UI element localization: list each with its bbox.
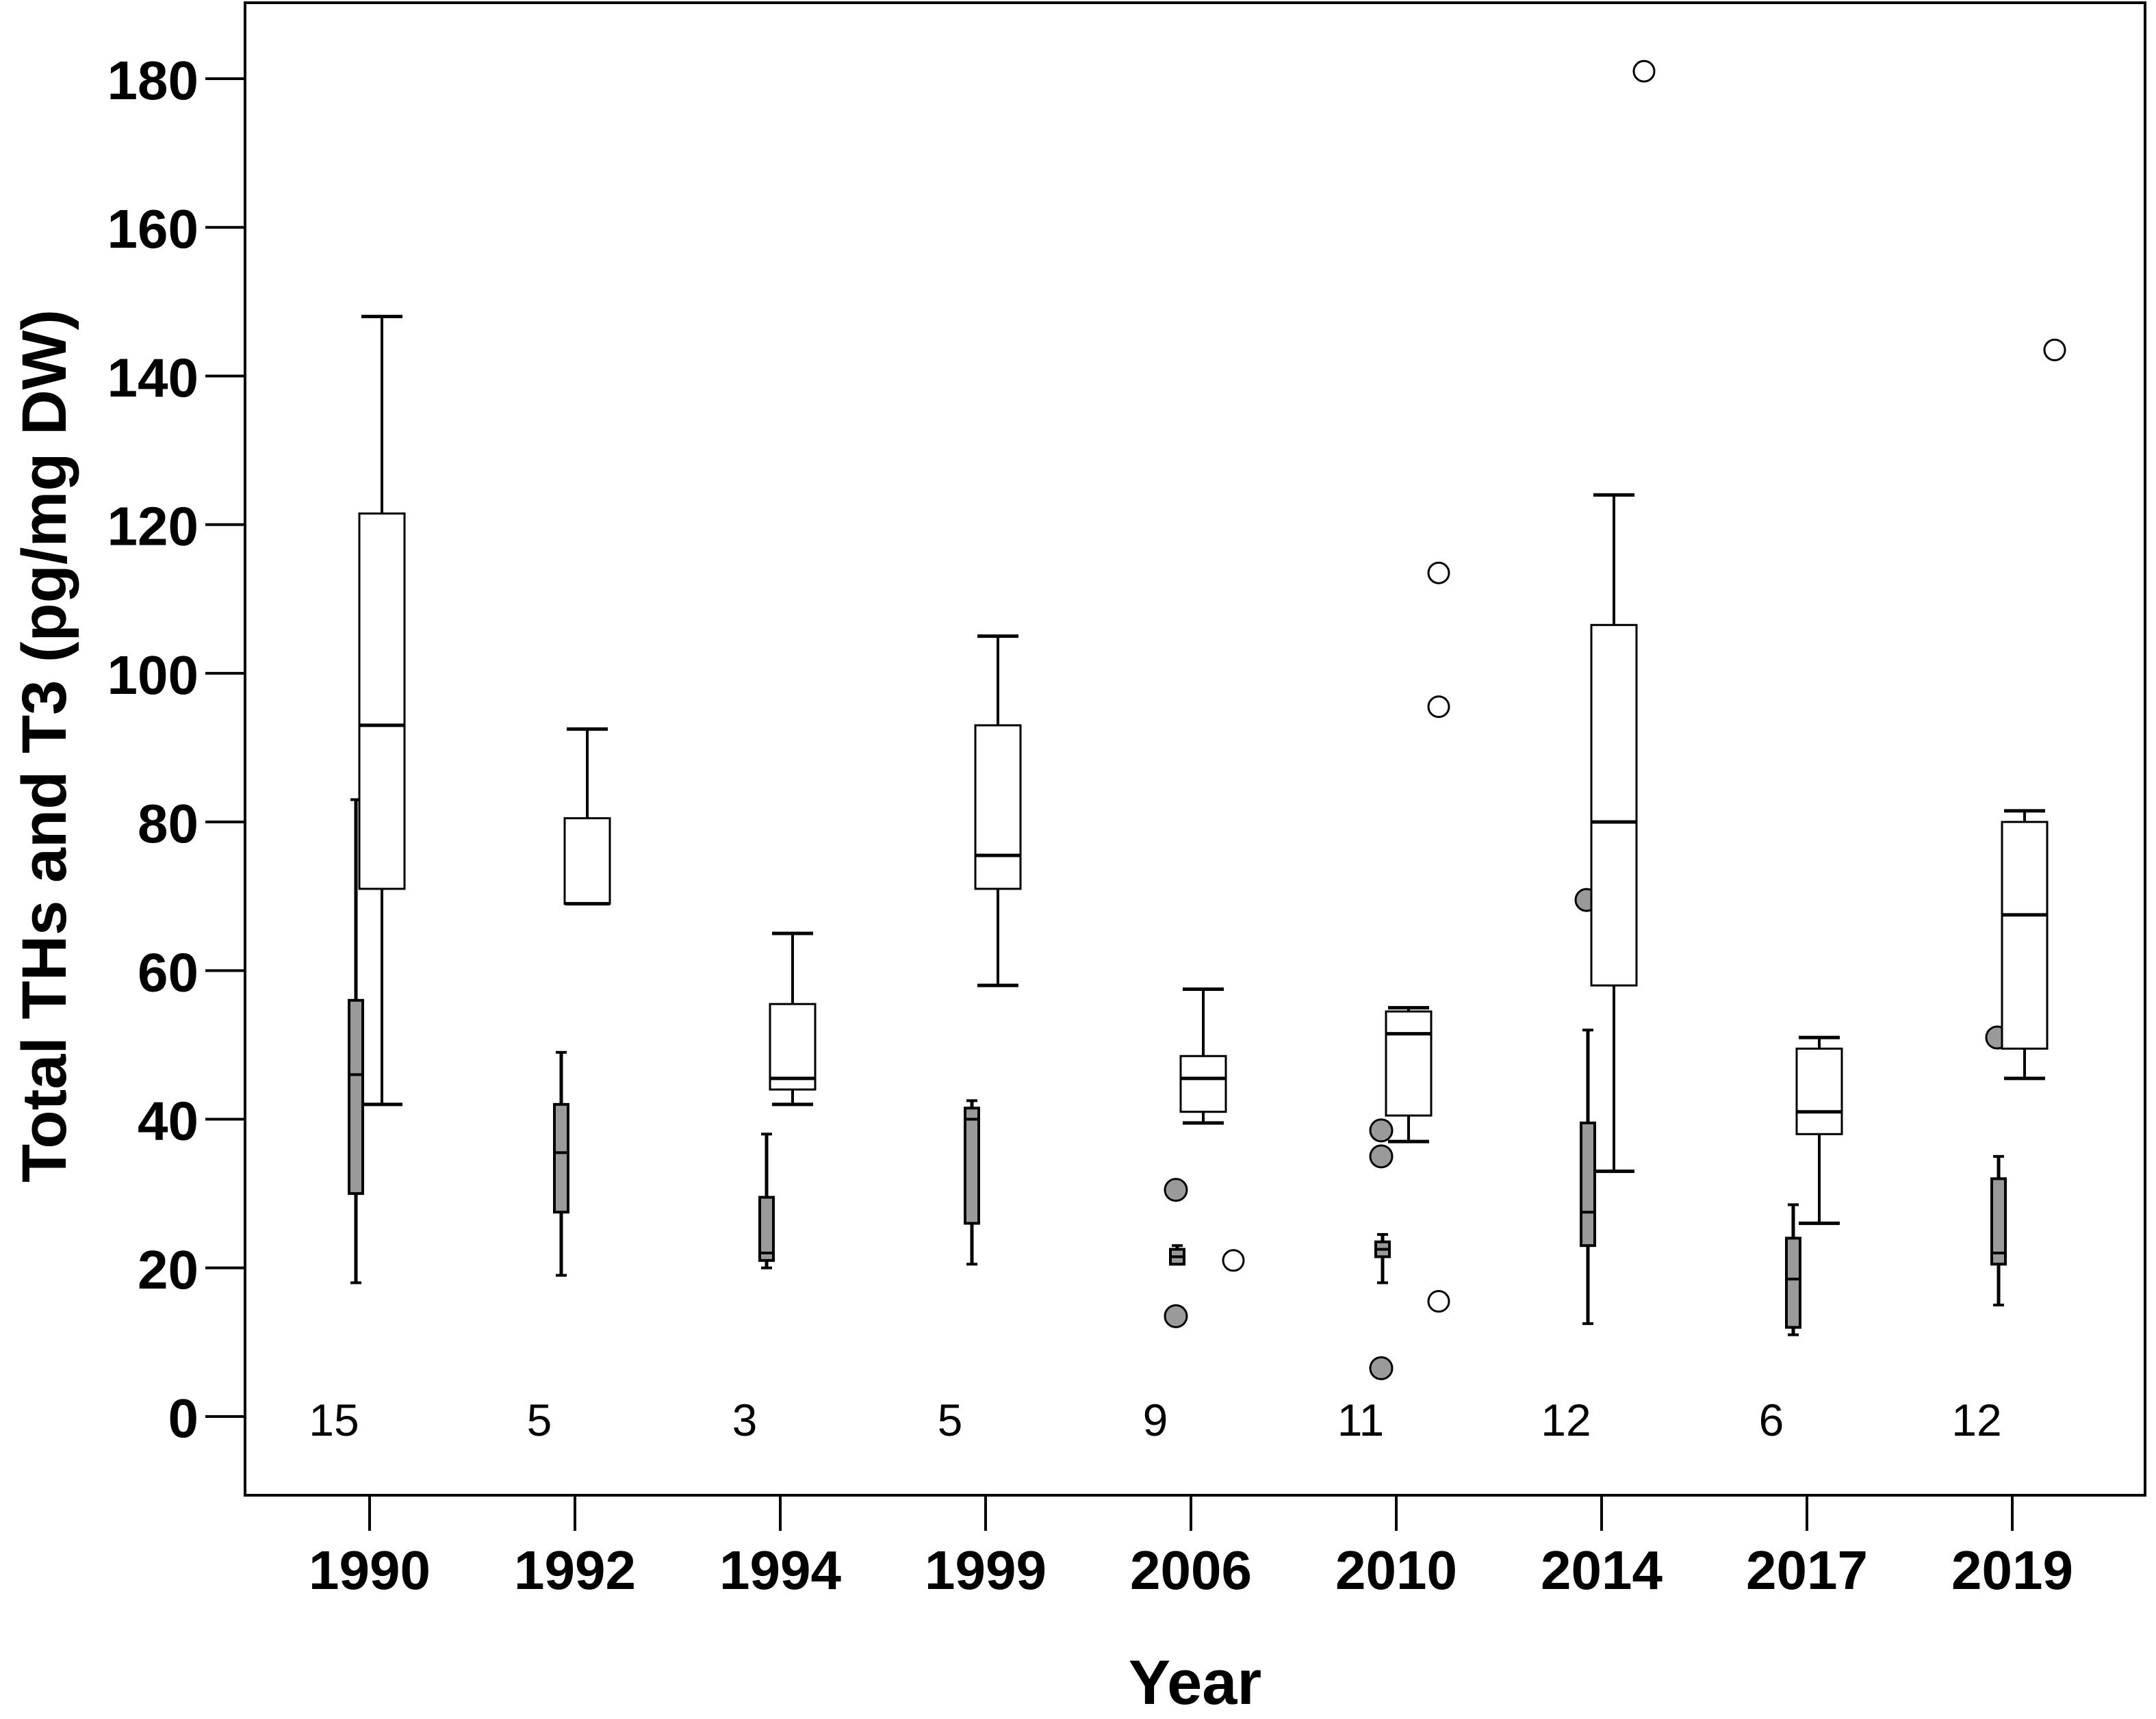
box-iqr	[758, 1195, 775, 1262]
box-iqr	[964, 1107, 980, 1225]
box-2019	[1985, 1025, 2010, 1307]
box-iqr	[553, 1102, 569, 1214]
box-1994	[769, 931, 817, 1107]
box-iqr	[1385, 1010, 1433, 1117]
box-2006	[1179, 987, 1245, 1272]
outlier-point	[1427, 1290, 1450, 1313]
sample-size-label: 5	[527, 1395, 552, 1445]
box-iqr	[769, 1003, 817, 1091]
sample-size-label: 3	[732, 1395, 758, 1445]
sample-size-labels: 15 5 3 5 9 11 12 6 12	[309, 1395, 2001, 1445]
box-1990	[348, 798, 364, 1284]
y-tick-label: 140	[107, 347, 198, 408]
x-tick-label: 2006	[1130, 1540, 1252, 1601]
plot-area-frame	[244, 1, 2146, 1497]
box-iqr	[1785, 1237, 1801, 1329]
box-2006	[1164, 1178, 1188, 1328]
outlier-point	[2043, 338, 2066, 361]
box-1994	[758, 1133, 775, 1269]
sample-size-label: 15	[309, 1395, 359, 1445]
box-1999	[974, 634, 1022, 987]
box-iqr	[563, 817, 611, 905]
outlier-point	[1164, 1178, 1188, 1202]
box-iqr	[1795, 1047, 1843, 1135]
y-tick-label: 180	[107, 50, 198, 111]
box-1992	[553, 1050, 569, 1277]
sample-size-label: 9	[1143, 1395, 1168, 1445]
box-iqr	[1990, 1177, 2007, 1266]
x-tick-label: 1994	[719, 1540, 841, 1601]
outlier-point	[1369, 1144, 1394, 1169]
sample-size-label: 6	[1759, 1395, 1784, 1445]
outlier-point	[1164, 1304, 1188, 1328]
box-1992	[563, 727, 611, 906]
outlier-point	[1632, 60, 1656, 83]
y-tick-label: 160	[107, 198, 198, 259]
box-2019	[2001, 338, 2066, 1081]
box-iqr	[2001, 820, 2049, 1050]
box-iqr	[1580, 1121, 1596, 1248]
box-1990	[358, 315, 406, 1107]
sample-size-label: 12	[1541, 1395, 1591, 1445]
y-tick-label: 0	[168, 1388, 199, 1449]
sample-size-label: 11	[1337, 1395, 1385, 1445]
box-1999	[964, 1099, 980, 1266]
box-iqr	[1179, 1055, 1227, 1113]
box-iqr	[358, 512, 406, 890]
y-tick-label: 80	[138, 793, 198, 854]
x-tick-label: 1999	[925, 1540, 1047, 1601]
x-axis: 1990 1992 1994 1999 2006 2010 2014 2017 2019	[309, 1495, 2073, 1601]
x-tick-label: 2014	[1541, 1540, 1663, 1601]
y-tick-label: 100	[107, 645, 198, 706]
box-2014	[1590, 60, 1656, 1174]
y-axis-label: Total THs and T3 (pg/mg DW)	[10, 309, 79, 1182]
box-2017	[1785, 1203, 1801, 1336]
x-tick-label: 2017	[1746, 1540, 1868, 1601]
x-tick-label: 2019	[1951, 1540, 2073, 1601]
box-2010	[1385, 561, 1450, 1313]
outlier-point	[1427, 695, 1450, 719]
x-tick-label: 1990	[309, 1540, 431, 1601]
box-2017	[1795, 1035, 1843, 1226]
sample-size-label: 12	[1951, 1395, 2001, 1445]
x-tick-label: 2010	[1335, 1540, 1457, 1601]
box-iqr	[1590, 623, 1638, 987]
y-tick-label: 20	[138, 1239, 198, 1300]
outlier-point	[1369, 1118, 1394, 1143]
x-axis-label: Year	[1129, 1648, 1261, 1718]
box-2010	[1369, 1118, 1394, 1380]
y-tick-label: 120	[107, 496, 198, 557]
y-tick-label: 40	[138, 1091, 198, 1152]
box-iqr	[348, 998, 364, 1195]
x-tick-label: 1992	[514, 1540, 636, 1601]
y-tick-label: 60	[138, 942, 198, 1003]
box-iqr	[974, 724, 1022, 890]
outlier-point	[1369, 1356, 1394, 1380]
outlier-point	[1427, 561, 1450, 584]
box-series-group	[348, 60, 2066, 1380]
sample-size-label: 5	[938, 1395, 963, 1445]
outlier-point	[1222, 1249, 1245, 1272]
y-axis: 0 20 40 60 80 100 120 140 160 180	[107, 50, 245, 1449]
